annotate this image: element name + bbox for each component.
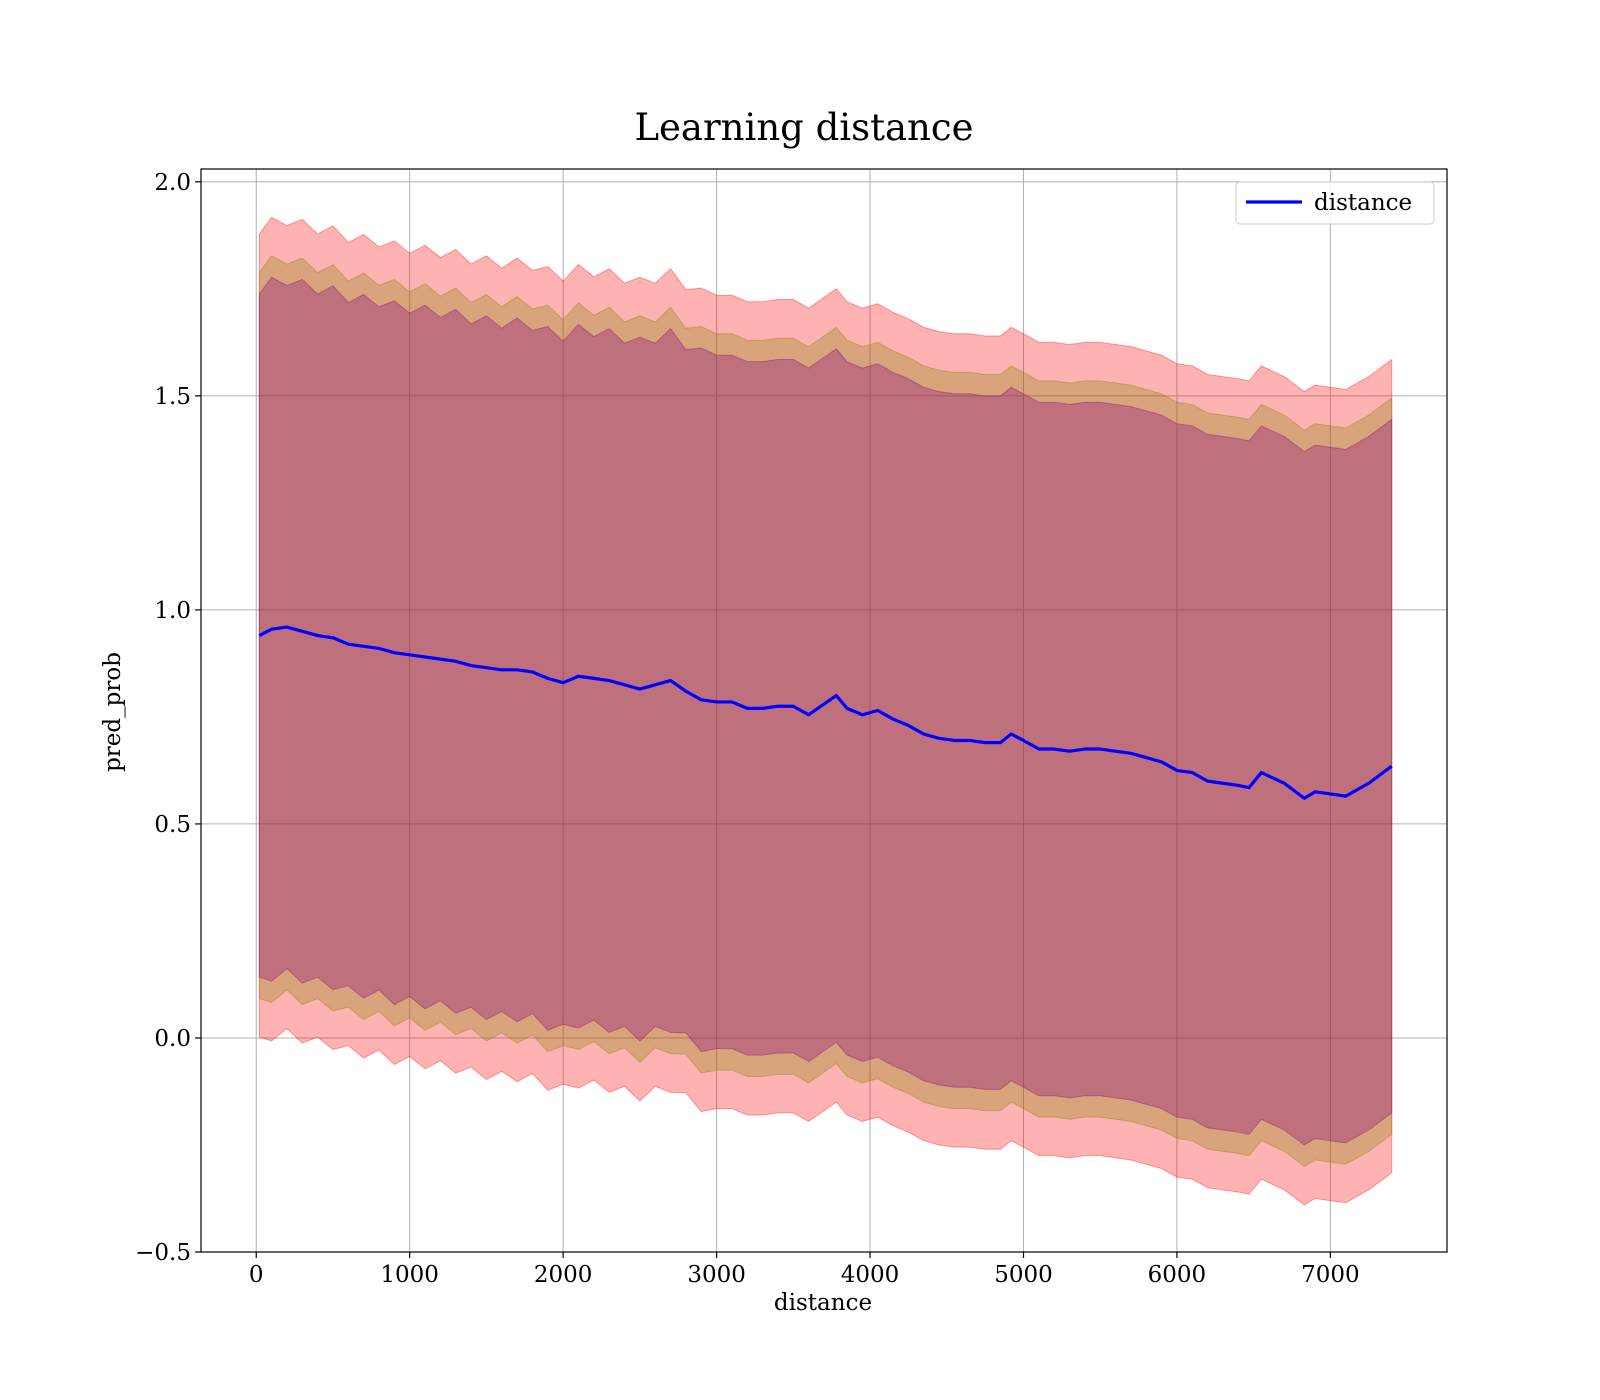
y-tick-label-3: 1.0 (154, 598, 191, 624)
x-tick-label-3: 3000 (687, 1262, 746, 1288)
y-tick-label-5: 2.0 (154, 170, 191, 196)
y-tick-label-2: 0.5 (154, 812, 191, 838)
x-tick-label-5: 5000 (994, 1262, 1053, 1288)
x-tick-label-2: 2000 (534, 1262, 593, 1288)
x-tick-label-0: 0 (249, 1262, 264, 1288)
plot-area: 0 1000 2000 3000 4000 5000 6000 7000 −0.5 0.0 0.5 1… (135, 168, 1448, 1288)
x-tick-label-7: 7000 (1301, 1262, 1360, 1288)
y-tick-label-0: −0.5 (135, 1240, 191, 1266)
y-axis-label: pred_prob (100, 652, 126, 772)
band-inner (258, 276, 1393, 1146)
legend-box (1235, 181, 1435, 225)
x-axis-label: distance (774, 1290, 872, 1316)
series-line-distance (258, 625, 1393, 800)
band-outer (258, 216, 1393, 1206)
y-tick-label-4: 1.5 (154, 384, 191, 410)
band-middle (258, 255, 1393, 1167)
x-tick-label-1: 1000 (380, 1262, 439, 1288)
axes-frame (200, 168, 1448, 1253)
x-tick-label-6: 6000 (1148, 1262, 1207, 1288)
chart-title: Learning distance (634, 106, 973, 149)
x-tick-label-4: 4000 (841, 1262, 900, 1288)
legend-label-distance: distance (1314, 190, 1412, 216)
y-tick-label-1: 0.0 (154, 1026, 191, 1052)
